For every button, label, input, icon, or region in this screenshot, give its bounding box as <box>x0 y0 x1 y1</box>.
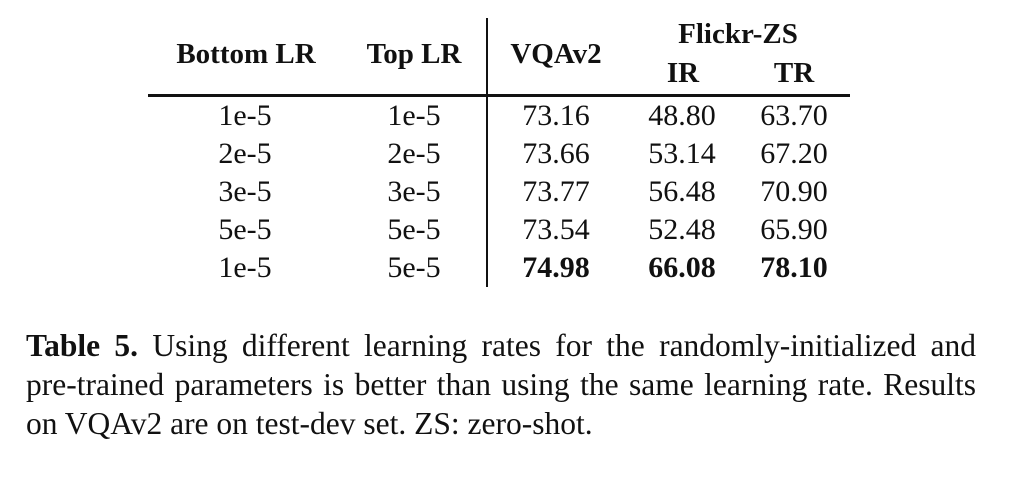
cell-top-lr: 5e-5 <box>387 251 441 284</box>
cell-top-lr: 2e-5 <box>387 137 441 170</box>
cell-bottom-lr: 1e-5 <box>218 99 272 132</box>
cell-bottom-lr: 1e-5 <box>218 251 272 284</box>
cell-bottom-lr: 3e-5 <box>218 175 272 208</box>
cell-bottom-lr: 5e-5 <box>218 213 272 246</box>
cell-bottom-lr: 2e-5 <box>218 137 272 170</box>
table-caption: Table 5. Using different learning rates … <box>26 326 976 443</box>
cell-ir: 48.80 <box>648 99 716 132</box>
cell-tr: 70.90 <box>760 175 828 208</box>
cell-vqav2: 73.16 <box>522 99 590 132</box>
header-flickr-zs: Flickr-ZS <box>678 18 798 50</box>
cell-ir: 53.14 <box>648 137 716 170</box>
caption-text: Using different learning rates for the r… <box>26 328 977 441</box>
vertical-rule <box>486 18 488 287</box>
cell-vqav2: 73.54 <box>522 213 590 246</box>
cell-tr: 65.90 <box>760 213 828 246</box>
cell-top-lr: 1e-5 <box>387 99 441 132</box>
cell-top-lr: 3e-5 <box>387 175 441 208</box>
header-rule <box>148 94 850 97</box>
cell-tr: 63.70 <box>760 99 828 132</box>
header-tr: TR <box>773 57 815 89</box>
cell-vqav2: 73.66 <box>522 137 590 170</box>
header-top-lr: Top LR <box>366 38 462 70</box>
cell-tr: 67.20 <box>760 137 828 170</box>
header-bottom-lr: Bottom LR <box>176 38 316 70</box>
cell-ir: 52.48 <box>648 213 716 246</box>
header-vqav2: VQAv2 <box>510 38 602 70</box>
cell-vqav2: 73.77 <box>522 175 590 208</box>
header-ir: IR <box>666 57 700 89</box>
cell-top-lr: 5e-5 <box>387 213 441 246</box>
cell-ir: 56.48 <box>648 175 716 208</box>
cell-ir-best: 66.08 <box>648 251 716 284</box>
cell-vqav2-best: 74.98 <box>522 251 590 284</box>
results-table: Bottom LR Top LR VQAv2 Flickr-ZS IR TR 1… <box>148 18 850 287</box>
cell-tr-best: 78.10 <box>760 251 828 284</box>
caption-label: Table 5. <box>26 328 139 363</box>
